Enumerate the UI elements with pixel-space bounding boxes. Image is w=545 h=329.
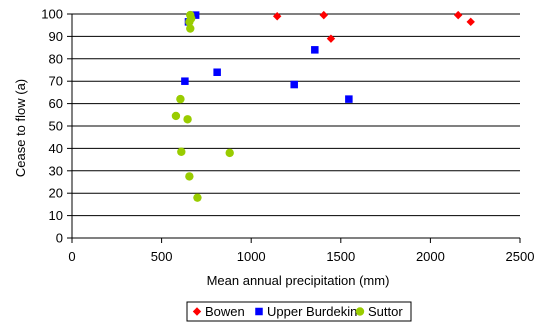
suttor-point [176, 94, 185, 104]
y-tick-label: 50 [49, 119, 63, 134]
y-axis-title: Cease to flow (a) [13, 79, 28, 177]
upper-burdekin-point [311, 46, 319, 54]
suttor-point [177, 147, 186, 156]
suttor-point [186, 24, 195, 33]
axes [67, 13, 521, 243]
upper-burdekin-point [213, 68, 221, 76]
upper-burdekin-point [345, 95, 353, 103]
x-axis-title: Mean annual precipitation (mm) [207, 273, 390, 288]
suttor-point [193, 193, 202, 202]
y-tick-label: 100 [41, 7, 63, 22]
bowen-point [453, 10, 463, 20]
suttor-point [225, 148, 234, 158]
bowen-point [319, 10, 328, 20]
x-tick-label: 2000 [416, 249, 445, 264]
y-tick-label: 0 [56, 231, 63, 246]
bowen-point [326, 34, 336, 43]
y-tick-label: 70 [49, 74, 63, 89]
upper-burdekin-point [181, 77, 189, 85]
upper-burdekin-point [290, 80, 298, 89]
y-tick-label: 80 [49, 51, 63, 66]
x-tick-label: 1000 [237, 249, 266, 264]
bowen-point [272, 12, 282, 21]
y-tick-label: 10 [49, 208, 63, 223]
legend-label-upper-burdekin: Upper Burdekin [267, 304, 357, 319]
suttor-point [171, 111, 181, 121]
data-points [171, 10, 475, 202]
x-tick-label: 1500 [326, 249, 355, 264]
x-tick-label: 0 [68, 249, 75, 264]
legend-label-suttor: Suttor [368, 304, 403, 319]
y-tick-label: 20 [49, 186, 63, 201]
legend-box [186, 301, 412, 322]
legend: Bowen Upper Burdekin Suttor [186, 301, 412, 322]
upper-burdekin-point [191, 11, 200, 19]
legend-marker-suttor [355, 307, 365, 316]
bowen-point [466, 17, 475, 27]
legend-marker-bowen [192, 307, 202, 316]
suttor-point [185, 172, 194, 181]
y-tick-label: 40 [49, 141, 63, 156]
legend-label-bowen: Bowen [205, 304, 245, 319]
y-tick-label: 30 [49, 163, 63, 178]
legend-marker-upper-burdekin [255, 307, 263, 316]
suttor-point [183, 115, 192, 124]
suttor-point [185, 17, 194, 27]
grid-lines [72, 13, 520, 217]
y-tick-label: 90 [49, 29, 63, 44]
x-tick-label: 500 [151, 249, 173, 264]
y-tick-label: 60 [49, 96, 63, 111]
x-tick-label: 2500 [506, 249, 535, 264]
